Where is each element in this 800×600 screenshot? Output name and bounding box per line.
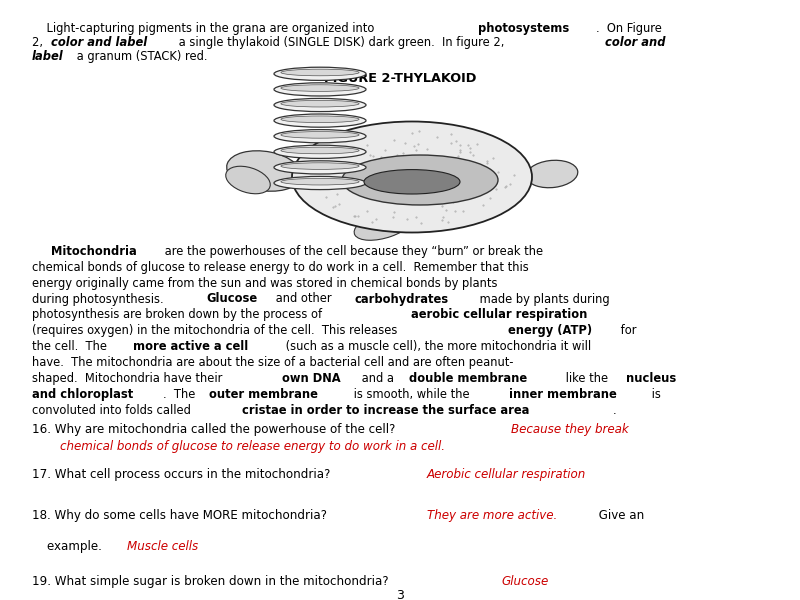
Text: 18. Why do some cells have MORE mitochondria?: 18. Why do some cells have MORE mitochon… bbox=[32, 509, 338, 522]
Text: Glucose: Glucose bbox=[502, 575, 549, 588]
Text: shaped.  Mitochondria have their: shaped. Mitochondria have their bbox=[32, 372, 226, 385]
Ellipse shape bbox=[281, 116, 359, 122]
Text: .: . bbox=[613, 404, 616, 417]
Ellipse shape bbox=[281, 69, 359, 76]
Text: example.: example. bbox=[32, 540, 106, 553]
Ellipse shape bbox=[281, 85, 359, 91]
Text: 16. Why are mitochondria called the powerhouse of the cell?: 16. Why are mitochondria called the powe… bbox=[32, 423, 403, 436]
Text: label: label bbox=[32, 50, 64, 63]
Ellipse shape bbox=[274, 83, 366, 96]
Ellipse shape bbox=[274, 67, 366, 80]
Text: color and label: color and label bbox=[51, 36, 147, 49]
Text: color and: color and bbox=[605, 36, 666, 49]
Text: a single thylakoid (SINGLE DISK) dark green.  In figure 2,: a single thylakoid (SINGLE DISK) dark gr… bbox=[175, 36, 508, 49]
Text: a granum (STACK) red.: a granum (STACK) red. bbox=[73, 50, 207, 63]
Text: Light-capturing pigments in the grana are organized into: Light-capturing pigments in the grana ar… bbox=[32, 22, 378, 35]
Text: (requires oxygen) in the mitochondria of the cell.  This releases: (requires oxygen) in the mitochondria of… bbox=[32, 324, 401, 337]
Ellipse shape bbox=[274, 145, 366, 158]
Text: photosystems: photosystems bbox=[478, 22, 570, 35]
Text: chemical bonds of glucose to release energy to do work in a cell.: chemical bonds of glucose to release ene… bbox=[60, 440, 445, 453]
Text: like the: like the bbox=[562, 372, 611, 385]
Text: and other: and other bbox=[273, 292, 336, 305]
Ellipse shape bbox=[292, 121, 532, 232]
Text: FIGURE 2-THYLAKOID: FIGURE 2-THYLAKOID bbox=[324, 72, 476, 85]
Text: .  On Figure: . On Figure bbox=[596, 22, 662, 35]
Text: chemical bonds of glucose to release energy to do work in a cell.  Remember that: chemical bonds of glucose to release ene… bbox=[32, 260, 529, 274]
Text: 3: 3 bbox=[396, 589, 404, 600]
Text: They are more active.: They are more active. bbox=[427, 509, 558, 522]
Ellipse shape bbox=[281, 100, 359, 107]
Text: own DNA: own DNA bbox=[282, 372, 341, 385]
Text: 17. What cell process occurs in the mitochondria?: 17. What cell process occurs in the mito… bbox=[32, 468, 338, 481]
Text: are the powerhouses of the cell because they “burn” or break the: are the powerhouses of the cell because … bbox=[162, 245, 543, 258]
Text: 19. What simple sugar is broken down in the mitochondria?: 19. What simple sugar is broken down in … bbox=[32, 575, 396, 588]
Ellipse shape bbox=[281, 178, 359, 185]
Text: for: for bbox=[617, 324, 636, 337]
Ellipse shape bbox=[274, 114, 366, 127]
Ellipse shape bbox=[274, 176, 366, 190]
Ellipse shape bbox=[364, 170, 460, 194]
Text: the cell.  The: the cell. The bbox=[32, 340, 110, 353]
Ellipse shape bbox=[342, 155, 498, 205]
Ellipse shape bbox=[226, 166, 270, 194]
Text: and chloroplast: and chloroplast bbox=[32, 388, 134, 401]
Text: Glucose: Glucose bbox=[206, 292, 258, 305]
Text: inner membrane: inner membrane bbox=[509, 388, 616, 401]
Text: 2,: 2, bbox=[32, 36, 46, 49]
Text: outer membrane: outer membrane bbox=[209, 388, 318, 401]
Text: Give an: Give an bbox=[595, 509, 645, 522]
Ellipse shape bbox=[281, 147, 359, 154]
Text: Because they break: Because they break bbox=[510, 423, 628, 436]
Text: Muscle cells: Muscle cells bbox=[127, 540, 198, 553]
Text: .  The: . The bbox=[162, 388, 198, 401]
Text: convoluted into folds called: convoluted into folds called bbox=[32, 404, 194, 417]
Text: made by plants during: made by plants during bbox=[475, 292, 609, 305]
Ellipse shape bbox=[281, 131, 359, 138]
Text: energy (ATP): energy (ATP) bbox=[508, 324, 592, 337]
Ellipse shape bbox=[354, 210, 414, 240]
Text: more active a cell: more active a cell bbox=[134, 340, 249, 353]
Text: Aerobic cellular respiration: Aerobic cellular respiration bbox=[426, 468, 586, 481]
Text: Mitochondria: Mitochondria bbox=[50, 245, 137, 258]
Text: carbohydrates: carbohydrates bbox=[354, 292, 448, 305]
Text: nucleus: nucleus bbox=[626, 372, 676, 385]
Text: and a: and a bbox=[358, 372, 398, 385]
Text: during photosynthesis.: during photosynthesis. bbox=[32, 292, 167, 305]
Text: cristae in order to increase the surface area: cristae in order to increase the surface… bbox=[242, 404, 529, 417]
Ellipse shape bbox=[281, 163, 359, 169]
Ellipse shape bbox=[526, 160, 578, 188]
Text: is: is bbox=[648, 388, 661, 401]
Text: is smooth, while the: is smooth, while the bbox=[350, 388, 473, 401]
Ellipse shape bbox=[274, 98, 366, 112]
Text: (such as a muscle cell), the more mitochondria it will: (such as a muscle cell), the more mitoch… bbox=[282, 340, 591, 353]
Text: photosynthesis are broken down by the process of: photosynthesis are broken down by the pr… bbox=[32, 308, 326, 322]
Text: double membrane: double membrane bbox=[409, 372, 527, 385]
Text: energy originally came from the sun and was stored in chemical bonds by plants: energy originally came from the sun and … bbox=[32, 277, 498, 290]
Text: aerobic cellular respiration: aerobic cellular respiration bbox=[411, 308, 587, 322]
Ellipse shape bbox=[274, 130, 366, 143]
Text: have.  The mitochondria are about the size of a bacterial cell and are often pea: have. The mitochondria are about the siz… bbox=[32, 356, 514, 369]
Ellipse shape bbox=[226, 151, 302, 191]
Ellipse shape bbox=[274, 161, 366, 174]
